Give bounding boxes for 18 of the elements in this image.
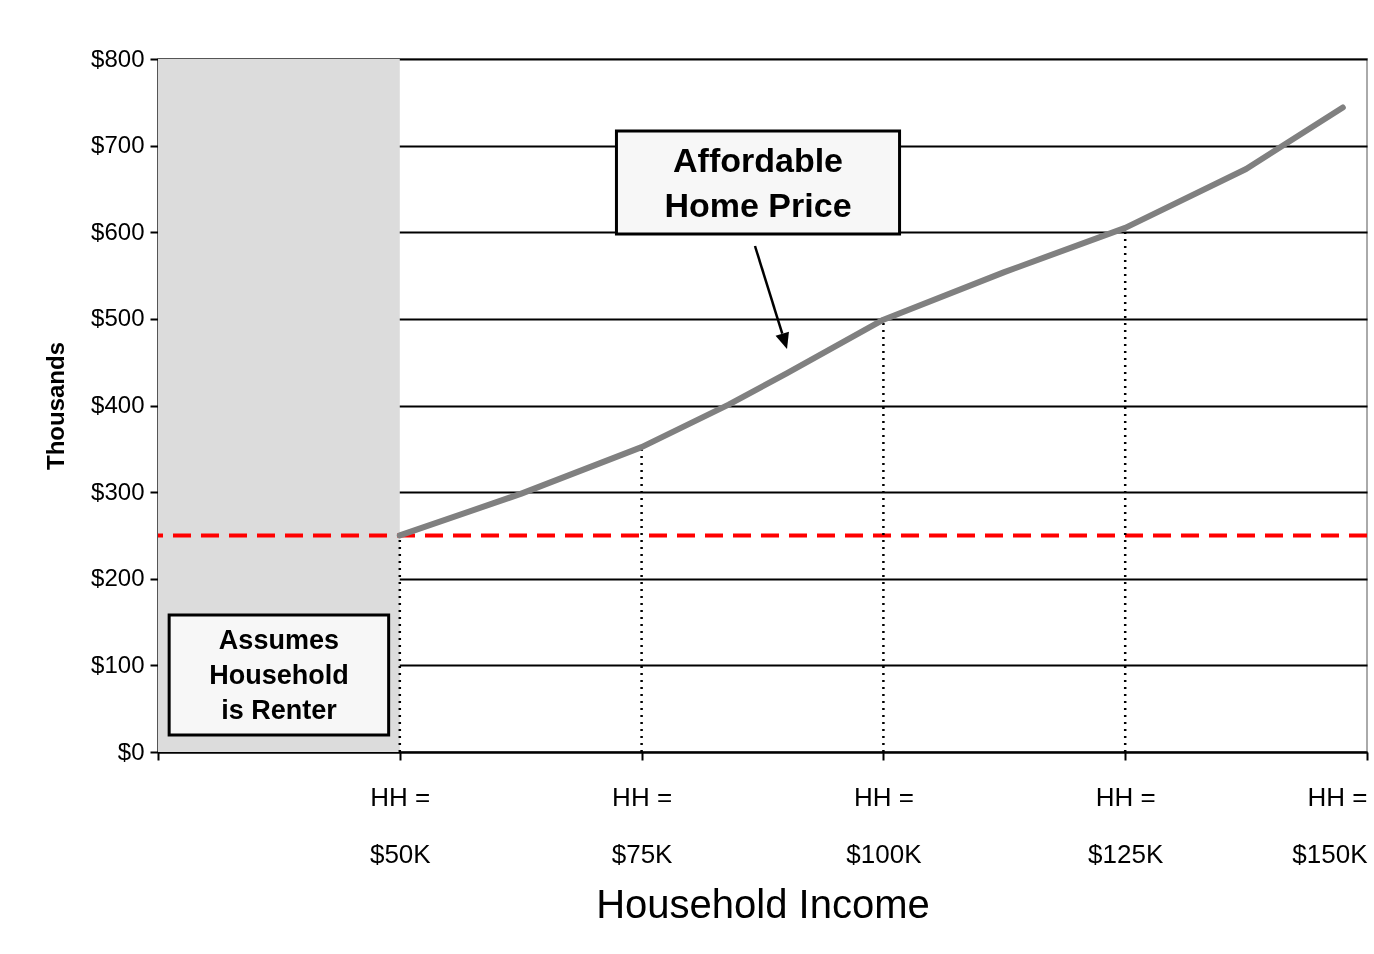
y-tick-label: $500 [91,304,145,332]
x-tick-label: HH = $150K [1292,781,1369,869]
y-tick-label: $200 [91,564,145,592]
y-tick-label: $700 [91,131,145,159]
x-tick-label: HH = $100K [846,781,923,869]
x-axis-title: Household Income [596,881,930,926]
y-tick-label: $400 [91,391,145,418]
x-tick-label: HH = $50K [369,781,432,869]
band-label: Assumes Household is Renter [209,625,349,725]
y-tick-label: $300 [91,477,145,505]
y-tick-label: $0 [117,737,145,765]
y-axis-title: Thousands [42,341,70,471]
annotation: Affordable Home Price [664,141,852,224]
x-tick-label: HH = $75K [611,781,674,869]
y-tick-label: $600 [91,217,145,245]
x-tick-label: HH = $125K [1088,781,1164,869]
y-tick-label: $800 [91,44,145,72]
y-tick-label: $100 [91,650,145,678]
